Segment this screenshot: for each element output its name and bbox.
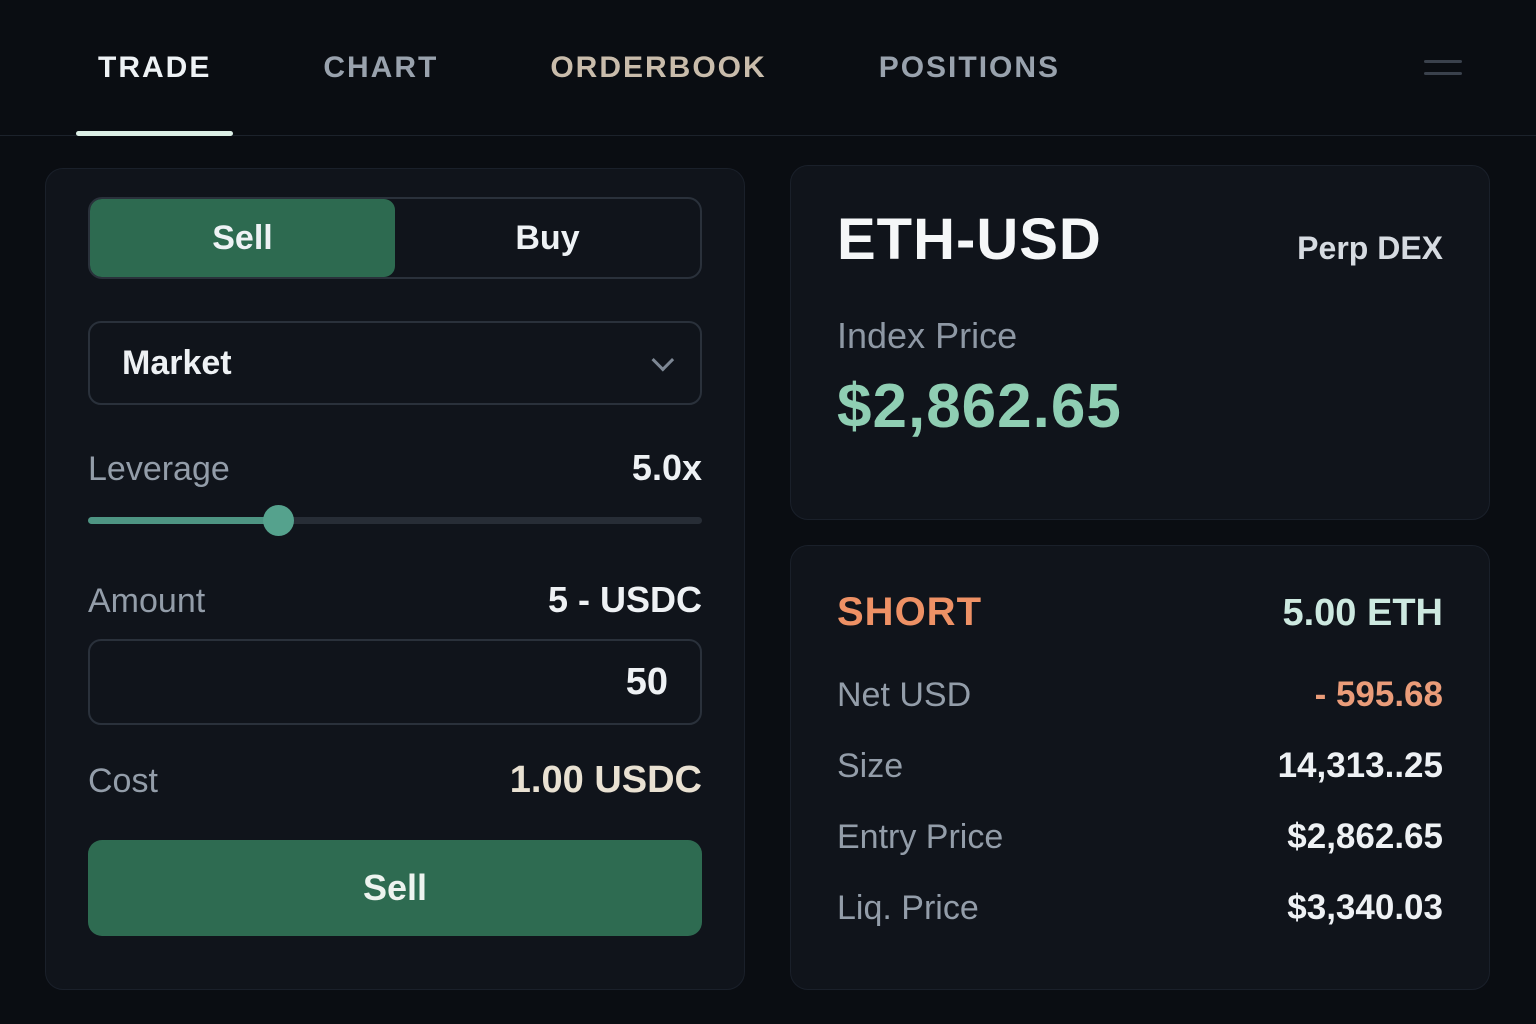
amount-input[interactable]	[88, 639, 702, 725]
index-price-value: $2,862.65	[837, 372, 1122, 441]
side-toggle: Sell Buy	[88, 197, 702, 279]
top-nav: TRADE CHART ORDERBOOK POSITIONS	[0, 0, 1536, 136]
leverage-slider-fill	[88, 517, 279, 524]
position-side-badge: SHORT	[837, 590, 982, 634]
entry-price-value: $2,862.65	[1287, 817, 1443, 856]
amount-row: Amount 5 - USDC	[88, 579, 702, 621]
market-card: ETH-USD Perp DEX Index Price $2,862.65	[790, 165, 1490, 520]
position-row: Net USD - 595.68	[837, 675, 1443, 715]
amount-max: 5 - USDC	[547, 579, 702, 620]
hamburger-bar	[1424, 60, 1462, 63]
net-usd-label: Net USD	[837, 676, 972, 714]
position-row: Size 14,313..25	[837, 746, 1443, 786]
market-header: ETH-USD Perp DEX	[837, 206, 1443, 273]
order-type-value: Market	[122, 343, 232, 382]
entry-price-label: Entry Price	[837, 818, 1004, 856]
buy-toggle-button[interactable]: Buy	[515, 218, 580, 257]
cost-row: Cost 1.00 USDC	[88, 759, 702, 802]
cost-value: 1.00 USDC	[509, 759, 702, 801]
market-symbol: ETH-USD	[837, 207, 1102, 272]
leverage-row: Leverage 5.0x	[88, 447, 702, 489]
market-type-label: Perp DEX	[1297, 230, 1443, 266]
position-header: SHORT 5.00 ETH	[837, 590, 1443, 635]
size-value: 14,313..25	[1277, 746, 1443, 785]
position-card: SHORT 5.00 ETH Net USD - 595.68 Size 14,…	[790, 545, 1490, 990]
tab-orderbook[interactable]: ORDERBOOK	[550, 50, 767, 84]
position-size-eth: 5.00 ETH	[1282, 592, 1443, 634]
leverage-slider-thumb[interactable]	[263, 505, 295, 536]
chevron-down-icon	[651, 348, 675, 372]
leverage-value: 5.0x	[631, 447, 702, 488]
order-type-select[interactable]: Market	[88, 321, 702, 405]
index-price-label: Index Price	[837, 315, 1018, 356]
tab-positions[interactable]: POSITIONS	[878, 50, 1061, 84]
sell-submit-button[interactable]: Sell	[88, 840, 702, 936]
hamburger-menu-icon[interactable]	[1424, 60, 1462, 84]
sell-toggle-button[interactable]: Sell	[90, 199, 395, 277]
trade-panel: Sell Buy Market Leverage 5.0x Amount 5 -…	[45, 168, 745, 990]
leverage-slider-track[interactable]	[88, 517, 702, 524]
leverage-slider[interactable]	[88, 505, 702, 536]
size-label: Size	[837, 747, 904, 785]
net-usd-value: - 595.68	[1314, 675, 1443, 714]
tab-trade[interactable]: TRADE	[75, 0, 234, 136]
position-row: Liq. Price $3,340.03	[837, 888, 1443, 928]
amount-label: Amount	[88, 582, 206, 620]
tab-chart[interactable]: CHART	[323, 50, 439, 84]
position-rows: Net USD - 595.68 Size 14,313..25 Entry P…	[837, 675, 1443, 928]
liq-price-label: Liq. Price	[837, 889, 979, 927]
position-row: Entry Price $2,862.65	[837, 817, 1443, 857]
leverage-label: Leverage	[88, 450, 230, 488]
liq-price-value: $3,340.03	[1287, 888, 1443, 927]
hamburger-bar	[1424, 72, 1462, 75]
cost-label: Cost	[88, 762, 158, 800]
